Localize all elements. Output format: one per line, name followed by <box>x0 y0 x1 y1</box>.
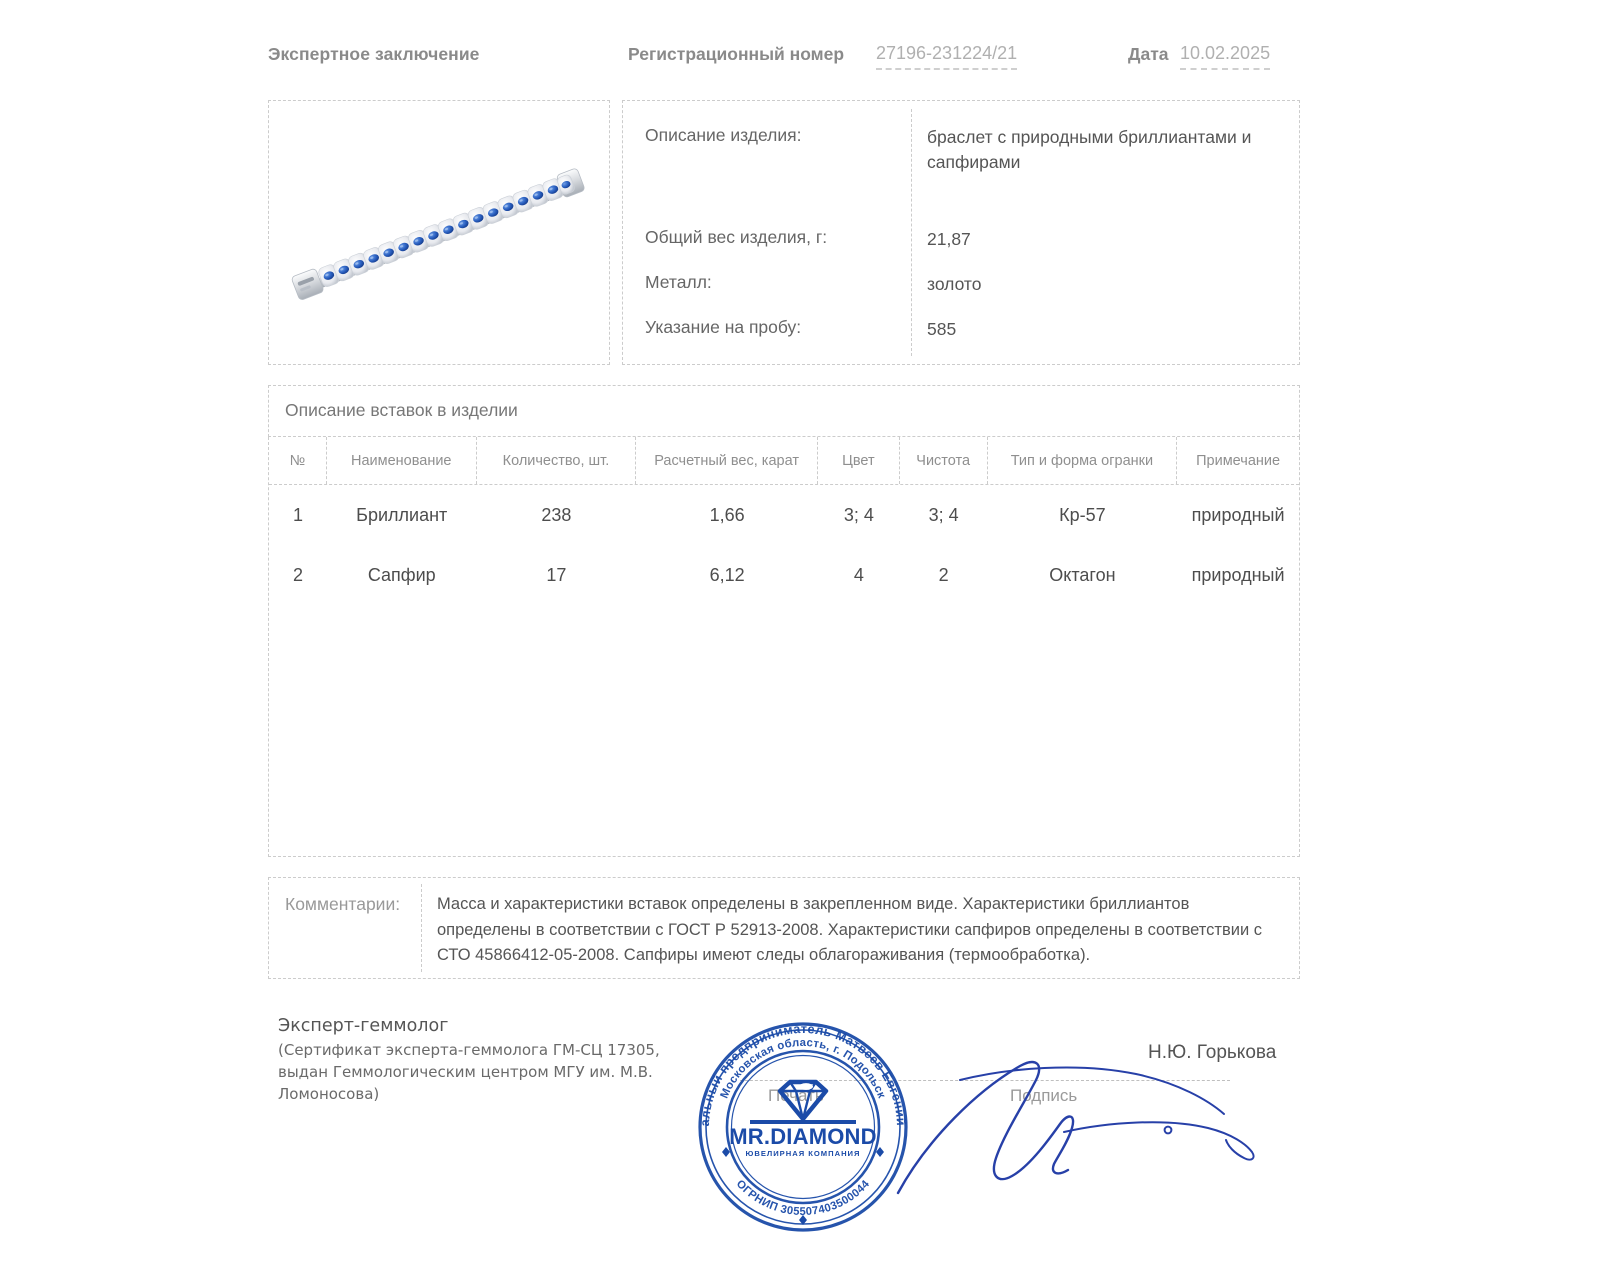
column-header-quantity: Количество, шт. <box>477 437 637 484</box>
signature-label: Подпись <box>1010 1086 1078 1105</box>
cell-name: Сапфир <box>367 564 436 585</box>
date-label: Дата <box>1128 44 1169 64</box>
cell-color: 3; 4 <box>843 504 874 525</box>
description-label-metal: Металл: <box>645 272 712 292</box>
signatory-name: Н.Ю. Горькова <box>1148 1042 1277 1063</box>
cell-weight: 1,66 <box>709 504 745 525</box>
cell-name: Бриллиант <box>356 504 448 525</box>
expert-title: Эксперт-геммолог <box>278 1016 449 1036</box>
document-footer: Эксперт-геммолог (Сертификат эксперта-ге… <box>268 1000 1300 1250</box>
description-label-product: Описание изделия: <box>645 125 802 145</box>
company-stamp: Индивидуальный предприниматель Матвеев Е… <box>678 1002 908 1232</box>
stamp-line <box>740 1080 936 1081</box>
cell-no: 2 <box>292 564 303 585</box>
inserts-table-panel: № Наименование Количество, шт. Расчетный… <box>268 437 1300 857</box>
description-value-metal: золото <box>927 274 982 294</box>
inserts-table-header: № Наименование Количество, шт. Расчетный… <box>269 437 1299 485</box>
stamp-brand-sub: ЮВЕЛИРНАЯ КОМПАНИЯ <box>746 1149 861 1158</box>
cell-color: 4 <box>853 564 864 585</box>
inserts-table-body: 1 Бриллиант 238 1,66 3; 4 3; 4 Кр-57 при… <box>269 485 1299 605</box>
cell-clarity: 2 <box>938 564 949 585</box>
description-label-hallmark: Указание на пробу: <box>645 317 802 337</box>
inserts-title: Описание вставок в изделии <box>285 400 518 420</box>
bracelet-photo <box>269 101 609 364</box>
table-row: 1 Бриллиант 238 1,66 3; 4 3; 4 Кр-57 при… <box>269 485 1299 545</box>
signature-line <box>940 1080 1230 1081</box>
description-column-divider <box>911 109 912 356</box>
stamp-brand: MR.DIAMOND <box>729 1124 876 1149</box>
page-title: Экспертное заключение <box>268 44 480 64</box>
description-value-weight: 21,87 <box>927 229 971 249</box>
comments-panel: Комментарии: Масса и характеристики вста… <box>268 877 1300 979</box>
stamp-outer-text: Индивидуальный предприниматель Матвеев Е… <box>678 1002 908 1127</box>
column-header-clarity: Чистота <box>900 437 988 484</box>
product-description-panel: Описание изделия: браслет с природными б… <box>622 100 1300 365</box>
description-label-weight: Общий вес изделия, г: <box>645 227 828 247</box>
column-header-note: Примечание <box>1196 452 1281 469</box>
column-header-no: № <box>269 437 327 484</box>
cell-quantity: 17 <box>546 564 567 585</box>
date-value: 10.02.2025 <box>1180 43 1271 70</box>
inserts-title-panel: Описание вставок в изделии <box>268 385 1300 437</box>
column-header-color: Цвет <box>818 437 900 484</box>
cell-note: природный <box>1191 504 1285 525</box>
stamp-ogrnip: ОГРНИП 305507403500044 <box>734 1178 872 1218</box>
table-row: 2 Сапфир 17 6,12 4 2 Октагон природный <box>269 545 1299 605</box>
comments-label: Комментарии: <box>285 894 401 914</box>
cell-no: 1 <box>292 504 303 525</box>
column-header-name: Наименование <box>327 437 477 484</box>
cell-cut: Кр-57 <box>1059 504 1106 525</box>
comments-text: Масса и характеристики вставок определен… <box>437 895 1263 965</box>
cell-cut: Октагон <box>1049 564 1116 585</box>
registration-number-value: 27196-231224/21 <box>876 43 1018 70</box>
product-photo-panel <box>268 100 610 365</box>
description-value-product: браслет с природными бриллиантами и сапф… <box>927 127 1252 173</box>
svg-text:Индивидуальный предприниматель: Индивидуальный предприниматель Матвеев Е… <box>678 1002 908 1127</box>
svg-text:ОГРНИП 305507403500044: ОГРНИП 305507403500044 <box>734 1178 873 1218</box>
comments-divider <box>421 884 422 972</box>
registration-number-label: Регистрационный номер <box>628 44 845 64</box>
document-header: Экспертное заключение Регистрационный но… <box>268 40 1300 74</box>
column-header-cut: Тип и форма огранки <box>988 437 1178 484</box>
description-value-hallmark: 585 <box>927 319 957 339</box>
cell-quantity: 238 <box>541 504 572 525</box>
expert-certificate-text: (Сертификат эксперта-геммолога ГМ-СЦ 173… <box>278 1041 660 1103</box>
cell-weight: 6,12 <box>709 564 745 585</box>
cell-note: природный <box>1191 564 1285 585</box>
stamp-label: Печать <box>768 1086 824 1105</box>
cell-clarity: 3; 4 <box>928 504 959 525</box>
bracelet-illustration <box>291 168 585 300</box>
column-header-weight: Расчетный вес, карат <box>636 437 818 484</box>
